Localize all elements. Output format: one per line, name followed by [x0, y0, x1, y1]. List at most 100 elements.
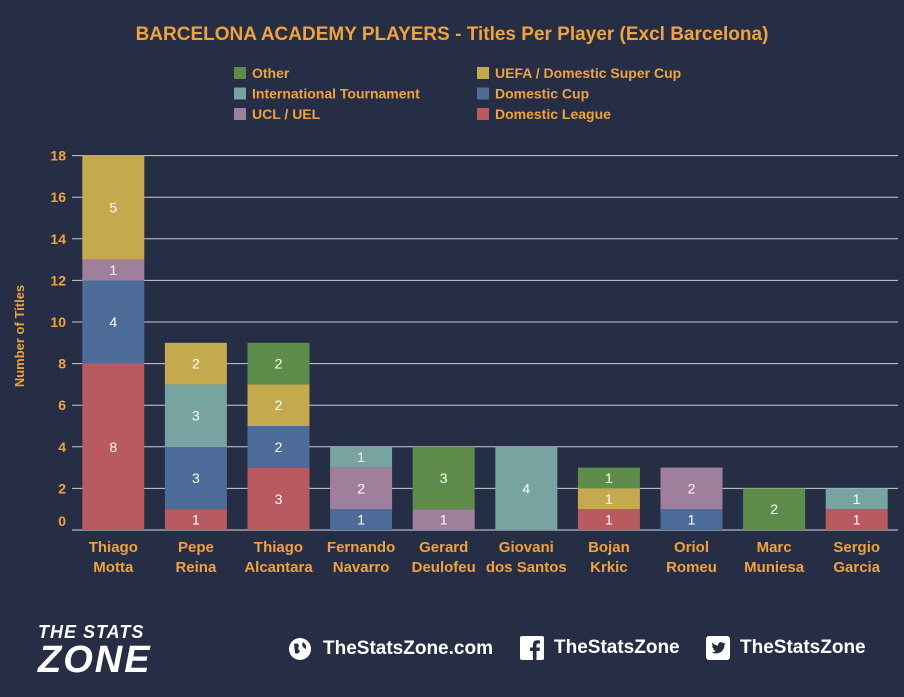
bar-segment — [825, 488, 888, 510]
bar-segment — [82, 155, 145, 260]
bar-value-label: 3 — [275, 491, 283, 507]
bar-segment — [330, 467, 393, 510]
bar-value-label: 2 — [275, 439, 283, 455]
x-tick-label: Navarro — [333, 559, 390, 576]
bar-segment — [412, 509, 475, 530]
bar-value-label: 1 — [440, 512, 448, 528]
bar-value-label: 1 — [192, 512, 200, 528]
x-tick-label: Fernando — [327, 539, 395, 556]
bar-segment — [330, 446, 393, 468]
bar-value-label: 4 — [109, 314, 117, 330]
legend-label: Domestic Cup — [495, 86, 589, 102]
bar-value-label: 1 — [853, 491, 861, 507]
legend-swatch — [234, 87, 246, 100]
bar-segment — [660, 509, 723, 530]
x-tick-label: Garcia — [833, 559, 880, 576]
bar-segment — [577, 467, 640, 489]
y-axis-label: Number of Titles — [12, 285, 27, 387]
bar-value-label: 3 — [440, 470, 448, 486]
bar-value-label: 1 — [605, 512, 613, 528]
x-tick-label: Marc — [757, 539, 792, 556]
legend-label: Domestic League — [495, 106, 611, 122]
legend-swatch — [477, 87, 489, 100]
x-tick-label: Giovani — [499, 539, 554, 556]
bar-value-label: 2 — [192, 356, 200, 372]
bar-segment — [825, 509, 888, 530]
legend-label: Other — [252, 65, 290, 81]
legend-swatch — [234, 67, 246, 79]
x-tick-label: Romeu — [666, 559, 717, 576]
website-link[interactable]: TheStatsZone.com — [287, 636, 493, 662]
y-tick-label: 18 — [50, 148, 66, 164]
x-tick-label: Muniesa — [744, 559, 805, 576]
legend-label: UEFA / Domestic Super Cup — [495, 65, 681, 81]
bar-segment — [82, 280, 145, 364]
bar-segment — [164, 342, 227, 385]
y-tick-label: 2 — [58, 480, 66, 496]
y-tick-label: 4 — [58, 439, 66, 455]
x-tick-label: Thiago — [254, 539, 303, 556]
bars: 8 4 1 5 1 3 3 2 3 2 2 2 1 2 1 1 3 4 1 1 1 1 2 2 1 1 — [82, 155, 888, 530]
x-tick-label: Krkic — [590, 559, 628, 576]
twitter-link[interactable]: TheStatsZone — [706, 636, 866, 660]
logo-line1: THE STATS — [38, 622, 145, 642]
bar-segment — [164, 384, 227, 447]
bar-value-label: 1 — [605, 491, 613, 507]
x-axis: Thiago Motta Pepe Reina Thiago Alcantara Ferna… — [89, 539, 881, 576]
x-tick-label: Alcantara — [244, 559, 313, 576]
logo-line2: ZONE — [38, 639, 152, 681]
bar-segment — [577, 509, 640, 530]
bar-value-label: 3 — [192, 408, 200, 424]
bar-value-label: 8 — [109, 439, 117, 455]
y-tick-label: 0 — [58, 513, 66, 529]
legend: Other UEFA / Domestic Super Cup Internatio… — [234, 65, 681, 122]
bar-value-label: 4 — [522, 480, 530, 496]
x-tick-label: dos Santos — [486, 559, 567, 576]
x-tick-label: Pepe — [178, 539, 214, 556]
bar-segment — [743, 488, 806, 530]
bar-value-label: 1 — [109, 262, 117, 278]
facebook-link[interactable]: TheStatsZone — [520, 636, 680, 660]
bar-value-label: 3 — [192, 470, 200, 486]
y-tick-label: 6 — [58, 397, 66, 413]
bar-segment — [247, 426, 310, 468]
bar-segment — [495, 446, 558, 530]
website-text: TheStatsZone.com — [323, 638, 493, 659]
bar-value-label: 5 — [109, 200, 117, 216]
bar-segment — [247, 467, 310, 530]
bar-value-label: 2 — [275, 397, 283, 413]
x-tick-label: Thiago — [89, 539, 138, 556]
x-tick-label: Gerard — [419, 539, 468, 556]
x-tick-label: Motta — [93, 559, 134, 576]
x-tick-label: Bojan — [588, 539, 630, 556]
facebook-icon — [520, 636, 544, 660]
bar-value-label: 1 — [357, 449, 365, 465]
x-tick-label: Reina — [175, 559, 217, 576]
bar-value-label: 2 — [770, 501, 778, 517]
legend-swatch — [234, 108, 246, 120]
globe-icon — [289, 638, 311, 660]
x-tick-label: Deulofeu — [412, 559, 476, 576]
bar-value-label: 1 — [688, 512, 696, 528]
facebook-text: TheStatsZone — [554, 637, 680, 658]
legend-label: UCL / UEL — [252, 106, 321, 122]
bar-value-label: 2 — [275, 356, 283, 372]
stats-zone-logo: THE STATS ZONE — [38, 622, 152, 681]
bar-segment — [82, 259, 145, 281]
bar-value-label: 1 — [357, 512, 365, 528]
stacked-bar-chart: BARCELONA ACADEMY PLAYERS - Titles Per P… — [12, 24, 898, 576]
legend-swatch — [477, 67, 489, 79]
legend-swatch — [477, 108, 489, 120]
y-tick-label: 12 — [50, 272, 66, 288]
bar-segment — [164, 446, 227, 510]
bar-segment — [577, 488, 640, 510]
bar-segment — [330, 509, 393, 530]
bar-value-label: 1 — [605, 470, 613, 486]
y-tick-label: 8 — [58, 356, 66, 372]
x-tick-label: Oriol — [674, 539, 709, 556]
bar-value-label: 2 — [357, 480, 365, 496]
bar-segment — [82, 363, 145, 530]
y-tick-label: 16 — [50, 189, 66, 205]
bar-segment — [247, 342, 310, 385]
bar-segment — [660, 467, 723, 510]
